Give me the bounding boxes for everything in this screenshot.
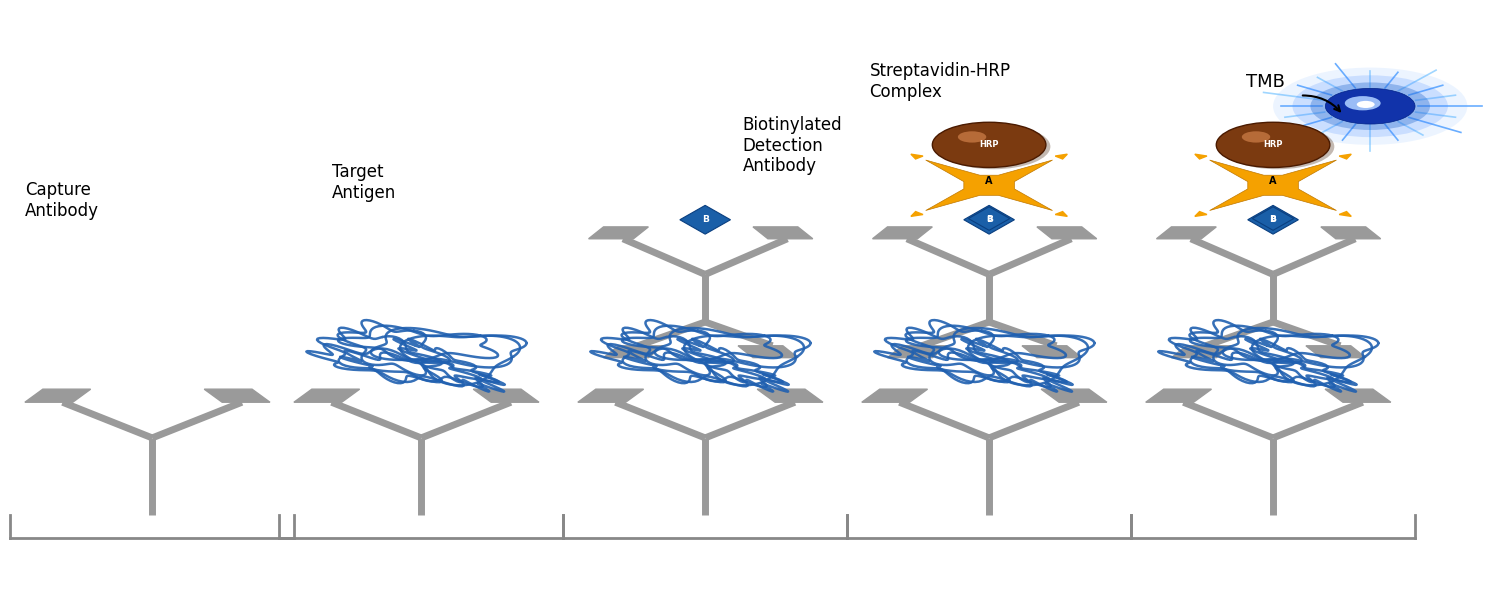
Polygon shape	[964, 205, 1014, 234]
Polygon shape	[1322, 227, 1380, 239]
Polygon shape	[1036, 227, 1096, 239]
Circle shape	[1326, 88, 1414, 124]
Polygon shape	[1022, 346, 1082, 358]
Polygon shape	[738, 346, 798, 358]
Polygon shape	[753, 227, 813, 239]
Text: HRP: HRP	[1263, 140, 1282, 149]
Circle shape	[958, 131, 987, 143]
Text: A: A	[1269, 176, 1276, 185]
Text: TMB: TMB	[1246, 73, 1286, 91]
Polygon shape	[578, 389, 644, 402]
Text: Biotinylated
Detection
Antibody: Biotinylated Detection Antibody	[742, 116, 842, 175]
Polygon shape	[910, 154, 922, 159]
Polygon shape	[873, 227, 933, 239]
Polygon shape	[603, 346, 663, 358]
Polygon shape	[204, 389, 270, 402]
Circle shape	[1221, 124, 1335, 169]
Polygon shape	[862, 389, 927, 402]
Polygon shape	[294, 389, 360, 402]
Polygon shape	[1146, 389, 1212, 402]
Text: A: A	[986, 176, 993, 185]
Polygon shape	[1209, 160, 1336, 211]
Polygon shape	[1041, 389, 1107, 402]
Polygon shape	[1054, 154, 1068, 159]
Polygon shape	[926, 160, 1053, 211]
Circle shape	[1274, 68, 1467, 145]
Circle shape	[1216, 122, 1330, 167]
Circle shape	[938, 124, 1050, 169]
Polygon shape	[1196, 154, 1208, 159]
Text: B: B	[986, 215, 992, 221]
Polygon shape	[910, 212, 922, 217]
Polygon shape	[758, 389, 824, 402]
Text: B: B	[702, 215, 708, 224]
Circle shape	[1346, 96, 1380, 110]
Polygon shape	[1340, 212, 1352, 217]
Text: B: B	[1270, 215, 1276, 221]
Polygon shape	[1324, 389, 1390, 402]
Polygon shape	[588, 227, 648, 239]
Text: B: B	[986, 215, 993, 224]
Polygon shape	[472, 389, 538, 402]
Polygon shape	[26, 389, 90, 402]
Text: Streptavidin-HRP
Complex: Streptavidin-HRP Complex	[870, 62, 1011, 101]
Text: HRP: HRP	[980, 140, 999, 149]
Polygon shape	[1156, 227, 1216, 239]
Polygon shape	[1054, 212, 1068, 217]
Text: Target
Antigen: Target Antigen	[332, 163, 396, 202]
Polygon shape	[1340, 154, 1352, 159]
Circle shape	[1311, 82, 1430, 130]
Text: B: B	[1269, 215, 1276, 224]
Polygon shape	[1306, 346, 1365, 358]
Polygon shape	[969, 207, 1010, 230]
Circle shape	[1356, 101, 1374, 108]
Circle shape	[1242, 131, 1270, 143]
Text: Capture
Antibody: Capture Antibody	[26, 181, 99, 220]
Polygon shape	[680, 205, 730, 234]
Circle shape	[1293, 76, 1448, 137]
Polygon shape	[888, 346, 948, 358]
Polygon shape	[1248, 205, 1299, 234]
Polygon shape	[1172, 346, 1232, 358]
Circle shape	[933, 122, 1046, 167]
Polygon shape	[1252, 207, 1294, 230]
Polygon shape	[1196, 212, 1208, 217]
